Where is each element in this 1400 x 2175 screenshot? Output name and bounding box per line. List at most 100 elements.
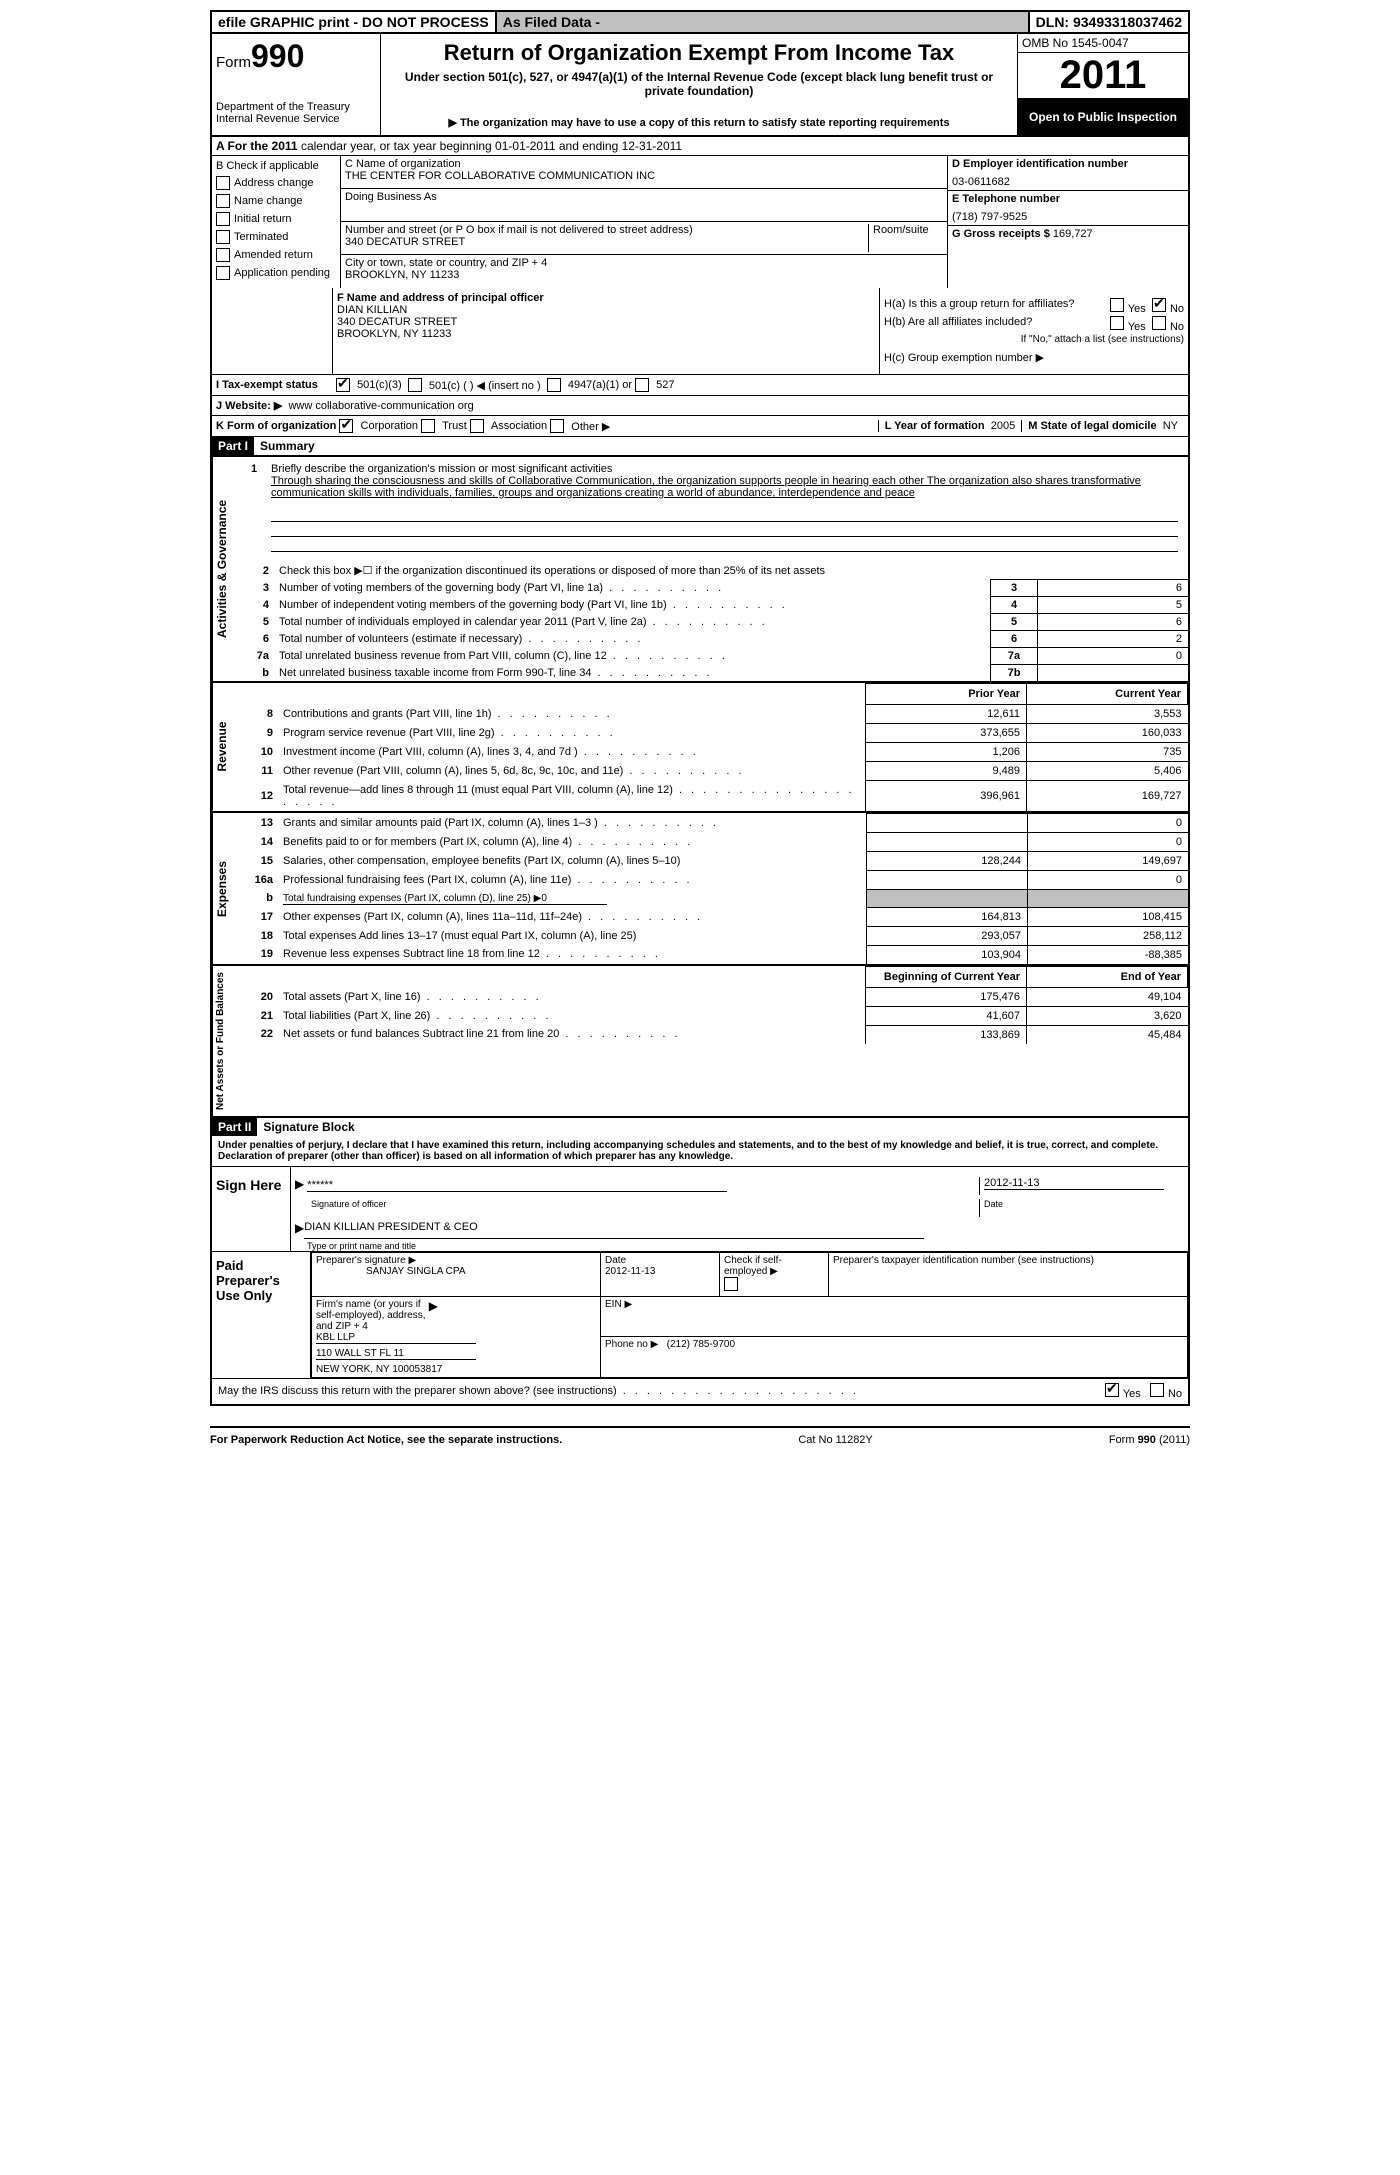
open-to-public: Open to Public Inspection xyxy=(1018,99,1188,135)
signature-section: Under penalties of perjury, I declare th… xyxy=(210,1136,1190,1406)
summary-governance: Activities & Governance 1 Briefly descri… xyxy=(210,457,1190,683)
header-note: ▶ The organization may have to use a cop… xyxy=(387,116,1011,129)
vtab-activities: Activities & Governance xyxy=(212,457,241,681)
exp-row-16a: 16aProfessional fundraising fees (Part I… xyxy=(241,870,1188,889)
city-state-zip: BROOKLYN, NY 11233 xyxy=(345,269,943,281)
chk-address-change[interactable]: Address change xyxy=(216,176,336,190)
preparer-name: SANJAY SINGLA CPA xyxy=(316,1266,596,1277)
discuss-row: May the IRS discuss this return with the… xyxy=(212,1378,1188,1404)
firm-name: KBL LLP xyxy=(316,1332,476,1344)
org-name: THE CENTER FOR COLLABORATIVE COMMUNICATI… xyxy=(345,170,943,182)
line-i: I Tax-exempt status 501(c)(3) 501(c) ( )… xyxy=(210,375,1190,396)
line-a: A For the 2011 calendar year, or tax yea… xyxy=(210,137,1190,156)
telephone: (718) 797-9525 xyxy=(952,211,1184,223)
chk-other[interactable] xyxy=(550,419,564,433)
gov-row-5: 5 Total number of individuals employed i… xyxy=(241,614,1188,631)
prep-phone: (212) 785-9700 xyxy=(667,1339,735,1350)
col-h: H(a) Is this a group return for affiliat… xyxy=(880,288,1188,374)
exp-row-13: 13Grants and similar amounts paid (Part … xyxy=(241,813,1188,832)
chk-ha-no[interactable] xyxy=(1152,298,1166,312)
prep-date: 2012-11-13 xyxy=(605,1266,715,1277)
chk-4947[interactable] xyxy=(547,378,561,392)
block-fhi: F Name and address of principal officer … xyxy=(210,288,1190,375)
exp-row-17: 17Other expenses (Part IX, column (A), l… xyxy=(241,907,1188,926)
paid-preparer-row: Paid Preparer's Use Only Preparer's sign… xyxy=(212,1251,1188,1378)
page-footer: For Paperwork Reduction Act Notice, see … xyxy=(210,1426,1190,1452)
exp-row-16b: bTotal fundraising expenses (Part IX, co… xyxy=(241,889,1188,907)
col-b-spacer xyxy=(212,288,333,374)
revenue-table: Prior Year Current Year 8Contributions a… xyxy=(241,683,1188,811)
gov-row-7b: b Net unrelated business taxable income … xyxy=(241,665,1188,682)
officer-name-title: DIAN KILLIAN PRESIDENT & CEO xyxy=(304,1221,924,1239)
year-formation: 2005 xyxy=(991,420,1015,432)
vtab-netassets: Net Assets or Fund Balances xyxy=(212,966,241,1116)
exp-row-18: 18Total expenses Add lines 13–17 (must e… xyxy=(241,926,1188,945)
rev-row-10: 10Investment income (Part VIII, column (… xyxy=(241,743,1188,762)
state-domicile: NY xyxy=(1163,420,1178,432)
sign-date: 2012-11-13 xyxy=(984,1177,1164,1190)
ein: 03-0611682 xyxy=(952,176,1184,188)
header: Form990 Department of the Treasury Inter… xyxy=(210,34,1190,137)
header-right: OMB No 1545-0047 2011 Open to Public Ins… xyxy=(1017,34,1188,135)
tax-year: 2011 xyxy=(1018,53,1188,99)
chk-527[interactable] xyxy=(635,378,649,392)
chk-ha-yes[interactable] xyxy=(1110,298,1124,312)
header-left: Form990 Department of the Treasury Inter… xyxy=(212,34,381,135)
chk-self-employed[interactable] xyxy=(724,1277,738,1291)
expenses-table: 13Grants and similar amounts paid (Part … xyxy=(241,813,1188,964)
exp-row-19: 19Revenue less expenses Subtract line 18… xyxy=(241,945,1188,964)
chk-application-pending[interactable]: Application pending xyxy=(216,266,336,280)
chk-initial-return[interactable]: Initial return xyxy=(216,212,336,226)
col-d: D Employer identification number 03-0611… xyxy=(948,156,1188,288)
chk-hb-yes[interactable] xyxy=(1110,316,1124,330)
mission-text: Through sharing the consciousness and sk… xyxy=(271,475,1141,499)
chk-501c[interactable] xyxy=(408,378,422,392)
form-title: Return of Organization Exempt From Incom… xyxy=(387,40,1011,66)
dln: DLN: 93493318037462 xyxy=(1030,12,1188,32)
chk-corporation[interactable] xyxy=(339,419,353,433)
expenses-section: Expenses 13Grants and similar amounts pa… xyxy=(210,813,1190,966)
gov-row-3: 3 Number of voting members of the govern… xyxy=(241,580,1188,597)
vtab-expenses: Expenses xyxy=(212,813,241,964)
col-c-org-info: C Name of organization THE CENTER FOR CO… xyxy=(341,156,948,288)
governance-table: 2 Check this box ▶☐ if the organization … xyxy=(241,562,1188,681)
chk-501c3[interactable] xyxy=(336,378,350,392)
part-1-header: Part I Summary xyxy=(210,437,1190,457)
chk-discuss-yes[interactable] xyxy=(1105,1383,1119,1397)
efile-label: efile GRAPHIC print - DO NOT PROCESS xyxy=(212,12,497,32)
rev-row-11: 11Other revenue (Part VIII, column (A), … xyxy=(241,762,1188,781)
line-k: K Form of organization Corporation Trust… xyxy=(210,416,1190,437)
block-bcd: B Check if applicable Address change Nam… xyxy=(210,156,1190,288)
chk-terminated[interactable]: Terminated xyxy=(216,230,336,244)
sign-here-row: Sign Here ▶ ****** 2012-11-13 Signature … xyxy=(212,1166,1188,1251)
part-2-header: Part II Signature Block xyxy=(210,1118,1190,1136)
mission-block: 1 Briefly describe the organization's mi… xyxy=(241,457,1188,562)
net-row-21: 21Total liabilities (Part X, line 26)41,… xyxy=(241,1006,1188,1025)
chk-trust[interactable] xyxy=(421,419,435,433)
chk-discuss-no[interactable] xyxy=(1150,1383,1164,1397)
form-990-page: efile GRAPHIC print - DO NOT PROCESS As … xyxy=(200,0,1200,1462)
form-subtitle: Under section 501(c), 527, or 4947(a)(1)… xyxy=(387,70,1011,98)
col-f-officer: F Name and address of principal officer … xyxy=(333,288,880,374)
chk-association[interactable] xyxy=(470,419,484,433)
gross-receipts: 169,727 xyxy=(1053,228,1093,240)
net-row-22: 22Net assets or fund balances Subtract l… xyxy=(241,1025,1188,1044)
chk-amended-return[interactable]: Amended return xyxy=(216,248,336,262)
perjury-statement: Under penalties of perjury, I declare th… xyxy=(212,1136,1188,1166)
officer-signature[interactable]: ****** xyxy=(307,1179,727,1192)
gov-row-6: 6 Total number of volunteers (estimate i… xyxy=(241,631,1188,648)
revenue-section: Revenue Prior Year Current Year 8Contrib… xyxy=(210,683,1190,813)
exp-row-15: 15Salaries, other compensation, employee… xyxy=(241,851,1188,870)
top-bar: efile GRAPHIC print - DO NOT PROCESS As … xyxy=(210,10,1190,34)
street: 340 DECATUR STREET xyxy=(345,236,864,248)
as-filed-label: As Filed Data - xyxy=(497,12,1030,32)
gov-row-7a: 7a Total unrelated business revenue from… xyxy=(241,648,1188,665)
rev-row-12: 12Total revenue—add lines 8 through 11 (… xyxy=(241,781,1188,811)
col-b-checkboxes: B Check if applicable Address change Nam… xyxy=(212,156,341,288)
vtab-revenue: Revenue xyxy=(212,683,241,811)
website: www collaborative-communication org xyxy=(288,400,473,412)
chk-name-change[interactable]: Name change xyxy=(216,194,336,208)
chk-hb-no[interactable] xyxy=(1152,316,1166,330)
header-center: Return of Organization Exempt From Incom… xyxy=(381,34,1017,135)
exp-row-14: 14Benefits paid to or for members (Part … xyxy=(241,832,1188,851)
